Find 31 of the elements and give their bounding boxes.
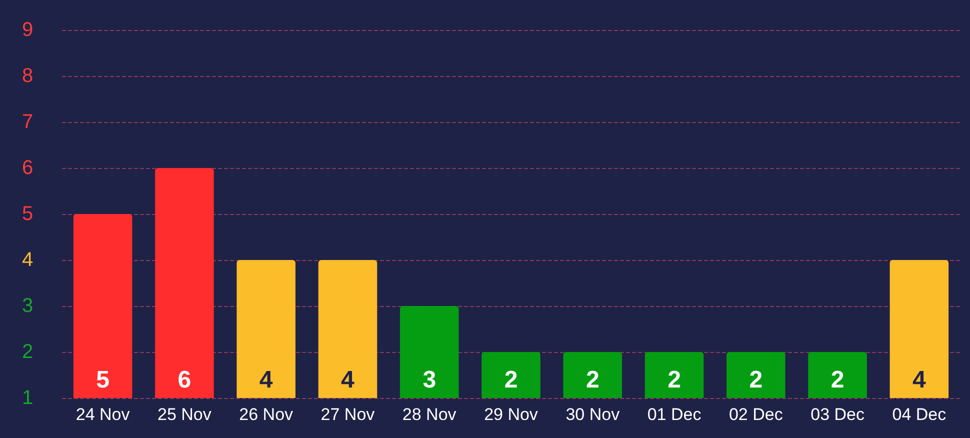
data-label: 2	[830, 366, 844, 394]
y-tick-label: 7	[22, 111, 34, 133]
y-tick-label: 9	[22, 19, 34, 41]
x-tick-label: 26 Nov	[239, 405, 294, 424]
x-tick-label: 04 Dec	[892, 405, 947, 424]
x-tick-label: 29 Nov	[484, 405, 538, 424]
y-tick-label: 2	[22, 341, 34, 363]
data-label: 6	[178, 366, 192, 394]
y-tick-label: 3	[22, 295, 34, 317]
x-tick-label: 25 Nov	[158, 405, 212, 424]
x-tick-label: 27 Nov	[320, 405, 376, 424]
y-tick-label: 1	[22, 387, 34, 409]
x-tick-label: 03 Dec	[810, 405, 865, 424]
data-label: 4	[341, 366, 356, 394]
x-tick-label: 01 Dec	[647, 405, 702, 424]
data-label: 4	[259, 366, 274, 394]
data-label: 4	[912, 366, 926, 394]
x-tick-label: 02 Dec	[728, 405, 784, 424]
data-label: 3	[422, 366, 436, 394]
y-tick-label: 8	[22, 65, 34, 87]
y-tick-label: 5	[22, 203, 34, 225]
data-label: 2	[504, 366, 518, 394]
x-tick-label: 24 Nov	[76, 405, 130, 424]
data-label: 2	[668, 366, 681, 394]
data-label: 2	[749, 366, 763, 394]
y-tick-label: 6	[22, 157, 34, 179]
data-label: 5	[96, 366, 110, 394]
x-tick-label: 28 Nov	[402, 405, 457, 424]
x-tick-label: 30 Nov	[566, 405, 620, 424]
y-tick-label: 4	[22, 249, 34, 271]
data-label: 2	[586, 366, 600, 394]
